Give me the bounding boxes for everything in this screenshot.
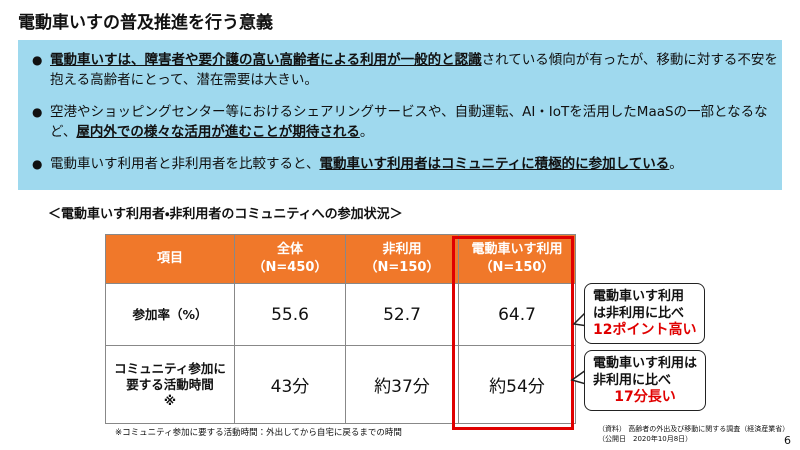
header-cell: 非利用 （N=150）: [345, 234, 459, 284]
table-cell: 約37分: [345, 345, 459, 424]
bullet-text: 。: [359, 124, 374, 140]
table-row: 参加率（%） 55.6 52.7 64.7: [105, 283, 576, 346]
table-cell: 55.6: [234, 283, 346, 346]
row-label: コミュニティ参加に 要する活動時間 ※: [105, 345, 235, 424]
header-sub: （N=450）: [252, 260, 328, 275]
slide-title: 電動車いすの普及推進を行う意義: [18, 13, 273, 33]
emphasis-text: 屋内外での様々な活用が進むことが期待される: [76, 124, 360, 140]
source-line: （資料） 高齢者の外出及び移動に関する調査（経済産業省）: [598, 425, 790, 433]
footnote: ※コミュニティ参加に要する活動時間：外出してから自宅に戻るまでの時間: [115, 428, 402, 438]
header-cell: 項目: [105, 234, 235, 284]
header-sub: （N=150）: [364, 260, 440, 275]
source: （資料） 高齢者の外出及び移動に関する調査（経済産業省） （公開日 2020年10…: [598, 424, 789, 444]
row-label-line: 要する活動時間: [126, 376, 214, 392]
data-table: 項目 全体 （N=450） 非利用 （N=150） 電動車いす利用 （N=150） 参加率（%…: [105, 234, 576, 424]
row-label: 参加率（%）: [105, 283, 235, 346]
callout: 電動車いす利用 は非利用に比べ 12ポイント高い: [584, 283, 706, 344]
callout-highlight: 12ポイント高い: [593, 322, 697, 338]
row-label-line: 参加率（%）: [132, 306, 208, 322]
table-cell: 約54分: [458, 345, 576, 424]
header-label: 電動車いす利用: [471, 242, 563, 257]
bullet: 電動車いすは、障害者や要介護の高い高齢者による利用が一般的と認識されている傾向が…: [32, 50, 790, 90]
header-label: 項目: [156, 251, 183, 266]
callout: 電動車いす利用は 非利用に比べ 17分長い: [584, 350, 707, 411]
bullet: 電動車いす利用者と非利用者を比較すると、電動車いす利用者はコミュニティに積極的に…: [32, 154, 790, 174]
header-sub: （N=150）: [479, 260, 555, 275]
row-label-line: コミュニティ参加に: [114, 360, 226, 376]
table-cell: 43分: [234, 345, 346, 424]
header-label: 非利用: [382, 242, 422, 257]
emphasis-text: 電動車いす利用者はコミュニティに積極的に参加している: [319, 156, 670, 172]
emphasis-text: 電動車いすは、障害者や要介護の高い高齢者による利用が一般的と認識: [50, 52, 482, 68]
callout-line: 非利用に比べ: [593, 373, 672, 388]
bullet-text: されている傾向が有ったが、移動に対する不安を抱える高齢者にとって、潜在需要は大き…: [50, 52, 778, 88]
header-cell: 全体 （N=450）: [234, 234, 346, 284]
callout-line: は非利用に比べ: [593, 306, 685, 321]
bullet-text: 。: [669, 156, 683, 172]
callout-line: 電動車いす利用: [593, 289, 685, 304]
callout-highlight: 17分長い: [614, 389, 676, 405]
bullet-box: 電動車いすは、障害者や要介護の高い高齢者による利用が一般的と認識されている傾向が…: [18, 40, 782, 190]
header-row: 項目 全体 （N=450） 非利用 （N=150） 電動車いす利用 （N=150）: [105, 234, 576, 284]
highlight-frame: [452, 236, 574, 430]
header-label: 全体: [276, 242, 303, 257]
table-caption: ＜電動車いす利用者・非利用者のコミュニティへの参加状況＞: [48, 207, 403, 222]
table-cell: 64.7: [458, 283, 576, 346]
bullet-text: 空港やショッピングセンター等におけるシェアリングサービスや、自動運転、AI・Io…: [50, 104, 768, 140]
bullet: 空港やショッピングセンター等におけるシェアリングサービスや、自動運転、AI・Io…: [32, 102, 790, 142]
bullet-text: 電動車いす利用者と非利用者を比較すると、: [50, 156, 320, 172]
row-label-line: ※: [163, 392, 177, 408]
table-cell: 52.7: [345, 283, 459, 346]
callout-line: 電動車いす利用は: [593, 356, 698, 371]
page-number: 6: [784, 434, 791, 447]
source-line: （公開日 2020年10月8日）: [598, 435, 693, 443]
table-row: コミュニティ参加に 要する活動時間 ※ 43分 約37分 約54分: [105, 345, 576, 424]
